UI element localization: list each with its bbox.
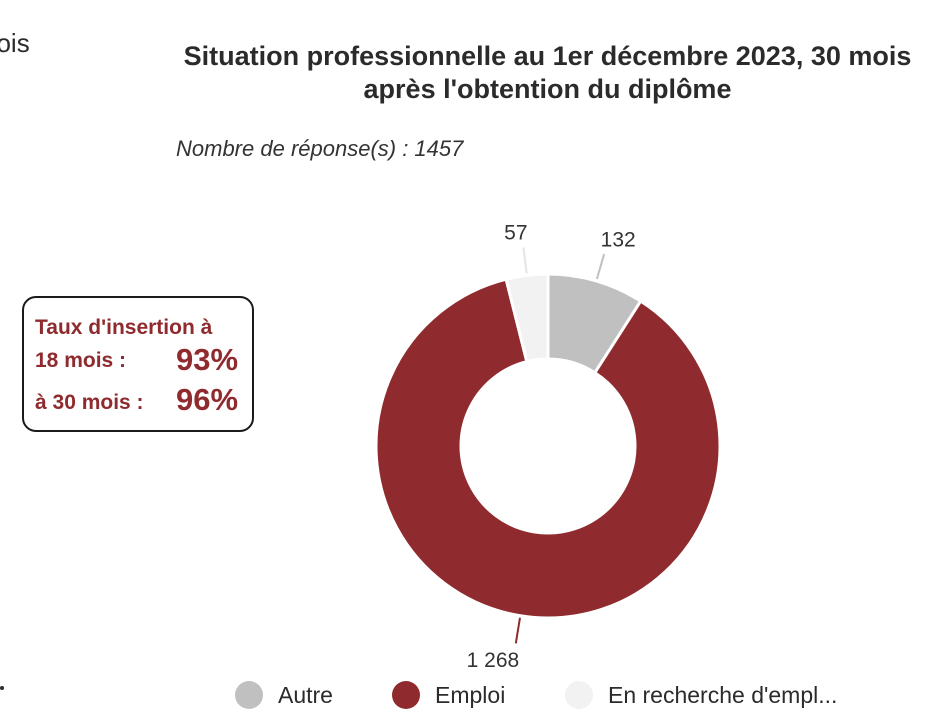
chart-subtitle: Nombre de réponse(s) : 1457 (176, 136, 464, 161)
donut-slice-emploi[interactable] (374, 277, 722, 620)
chart-title: Situation professionnelle au 1er décembr… (183, 41, 912, 104)
leader-line (595, 253, 606, 280)
leader-line (522, 247, 528, 274)
data-label: 1 268 (467, 649, 520, 672)
callout-value-18-months: 93% (176, 342, 239, 377)
legend-swatch (235, 681, 263, 709)
clipped-left-text: nois (0, 28, 30, 58)
legend-item[interactable]: Autre (235, 677, 333, 713)
data-label: 57 (504, 222, 527, 245)
clipped-left-dot (0, 686, 4, 690)
legend-item[interactable]: En recherche d'empl... (565, 677, 837, 713)
legend-label: Autre (278, 681, 333, 708)
legend-label: Emploi (435, 681, 506, 708)
legend-label: En recherche d'empl... (608, 681, 838, 708)
callout-heading: Taux d'insertion à (35, 316, 213, 339)
chart-legend: Autre Emploi En recherche d'empl... (0, 677, 941, 713)
callout-label-30-months: à 30 mois : (35, 391, 144, 414)
data-label: 132 (601, 229, 636, 252)
legend-swatch (392, 681, 420, 709)
donut-slice-en-recherche-d-empl[interactable] (504, 272, 550, 364)
leader-line (514, 617, 521, 644)
legend-item[interactable]: Emploi (392, 677, 505, 713)
callout-label-18-months: 18 mois : (35, 349, 127, 372)
legend-swatch (565, 681, 593, 709)
callout-value-30-months: 96% (176, 382, 239, 417)
insertion-rate-callout: Taux d'insertion à 18 mois : 93% à 30 mo… (22, 296, 254, 432)
